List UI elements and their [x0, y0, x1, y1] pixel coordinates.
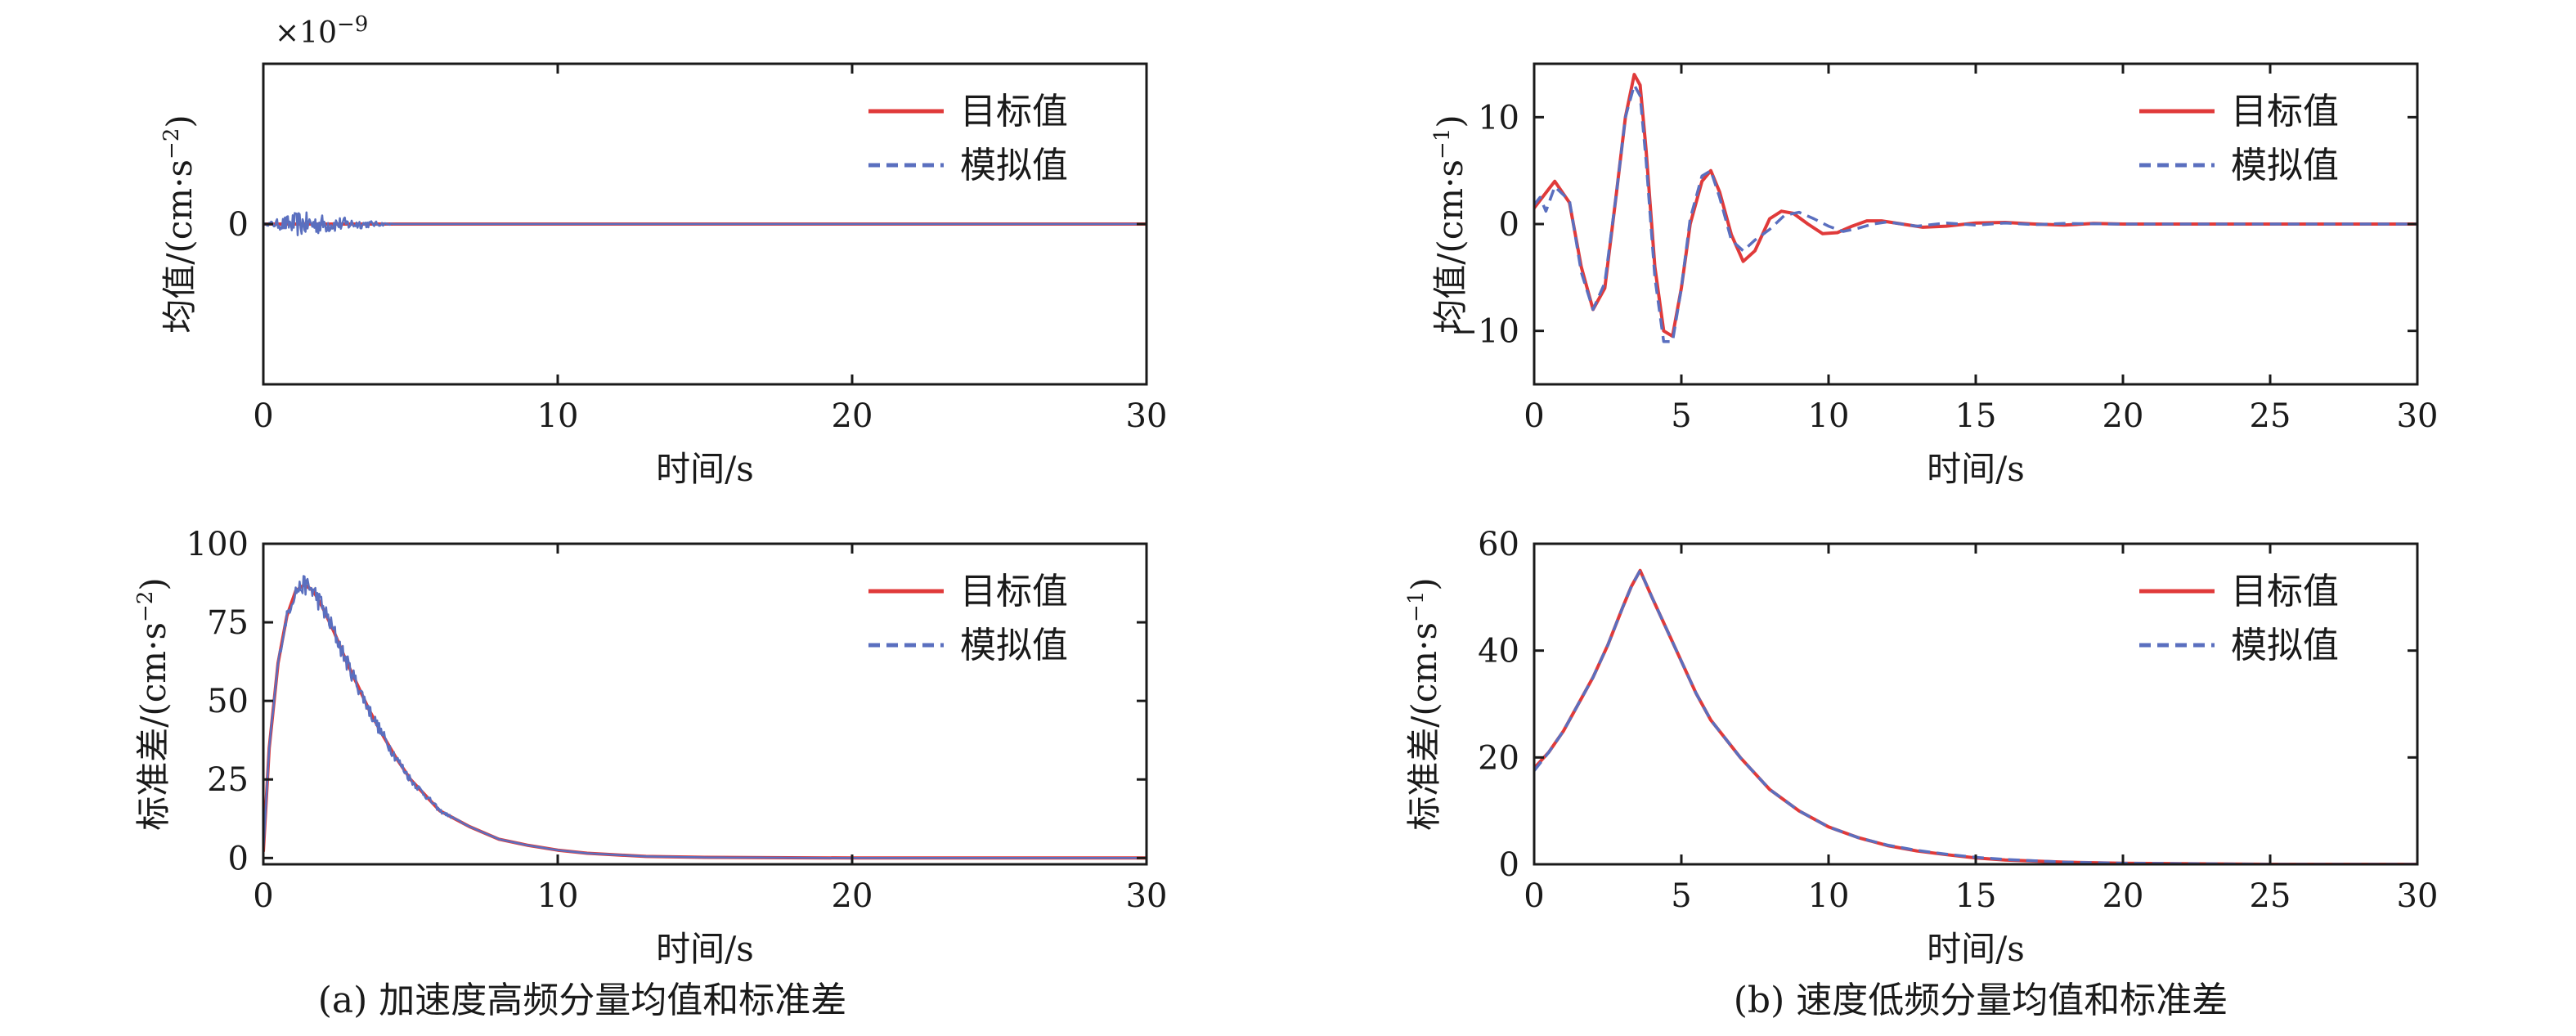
x-tick-label: 20	[832, 877, 873, 915]
series-line-simulated	[1534, 83, 2417, 343]
series-line-simulated	[1534, 568, 2417, 864]
x-tick-label: 15	[1955, 397, 1997, 435]
legend-label: 目标值	[960, 91, 1068, 132]
legend-label: 目标值	[2231, 571, 2339, 612]
x-tick-label: 0	[1524, 877, 1544, 915]
x-tick-label: 0	[253, 877, 273, 915]
chart-b-std: 0 5 10 15 20 25 30 0 20 40 60 时间/s 标准差/(cm·s−1) 目标值模拟…	[1404, 526, 2438, 969]
x-tick-label: 10	[537, 877, 579, 915]
x-tick-label: 5	[1671, 397, 1691, 435]
y-tick-label: −10	[1451, 313, 1519, 351]
y-tick-label: 10	[1478, 99, 1519, 137]
y-tick-label: 0	[228, 206, 249, 244]
series-line-target	[1534, 568, 2417, 864]
y-tick-label: 0	[1499, 206, 1519, 244]
y-axis-label: 标准差/(cm·s−1)	[1404, 577, 1444, 831]
legend-label: 目标值	[960, 571, 1068, 612]
y-exponent-label: ×10−9	[275, 12, 368, 50]
x-tick-label: 20	[2103, 397, 2144, 435]
series-group	[1534, 73, 2417, 343]
y-tick-label: 40	[1478, 633, 1519, 670]
y-tick-label: 25	[207, 761, 249, 799]
legend-label: 模拟值	[2231, 625, 2339, 666]
y-axis-label: 均值/(cm·s−1)	[1430, 114, 1470, 334]
y-tick-label: 60	[1478, 526, 1519, 563]
y-tick-label: 20	[1478, 739, 1519, 777]
y-tick-label: 0	[228, 840, 249, 877]
series-line-simulated	[263, 575, 1147, 859]
x-tick-label: 25	[2250, 877, 2291, 915]
x-tick-label: 5	[1671, 877, 1691, 915]
legend-label: 模拟值	[2231, 145, 2339, 186]
y-tick-label: 100	[186, 526, 249, 563]
x-tick-label: 0	[253, 397, 273, 435]
legend-label: 模拟值	[960, 145, 1068, 186]
y-axis-label: 标准差/(cm·s−2)	[133, 577, 173, 831]
x-axis-label: 时间/s	[656, 929, 754, 969]
x-tick-label: 30	[1126, 397, 1168, 435]
x-tick-label: 20	[832, 397, 873, 435]
series-line-simulated	[263, 211, 1147, 236]
x-axis-label: 时间/s	[1927, 929, 2025, 969]
series-group	[263, 575, 1147, 860]
legend-label: 模拟值	[960, 625, 1068, 666]
series-group	[1534, 568, 2417, 864]
x-tick-label: 30	[1126, 877, 1168, 915]
x-tick-label: 10	[1808, 877, 1850, 915]
x-tick-label: 30	[2397, 397, 2439, 435]
x-axis-label: 时间/s	[656, 449, 754, 489]
legend-label: 目标值	[2231, 91, 2339, 132]
y-tick-label: 50	[207, 683, 249, 720]
y-tick-label: 0	[1499, 846, 1519, 884]
x-tick-label: 20	[2103, 877, 2144, 915]
x-tick-label: 0	[1524, 397, 1544, 435]
caption-b: (b) 速度低频分量均值和标准差	[1734, 980, 2228, 1021]
x-tick-label: 15	[1955, 877, 1997, 915]
y-axis-label: 均值/(cm·s−2)	[159, 114, 200, 334]
y-tick-label: 75	[207, 604, 249, 642]
x-tick-label: 25	[2250, 397, 2291, 435]
series-group	[263, 211, 1147, 236]
plot-frame	[262, 542, 1148, 866]
x-tick-label: 10	[1808, 397, 1850, 435]
caption-a: (a) 加速度高频分量均值和标准差	[318, 980, 847, 1021]
x-axis-label: 时间/s	[1927, 449, 2025, 489]
x-tick-label: 30	[2397, 877, 2439, 915]
x-tick-label: 10	[537, 397, 579, 435]
